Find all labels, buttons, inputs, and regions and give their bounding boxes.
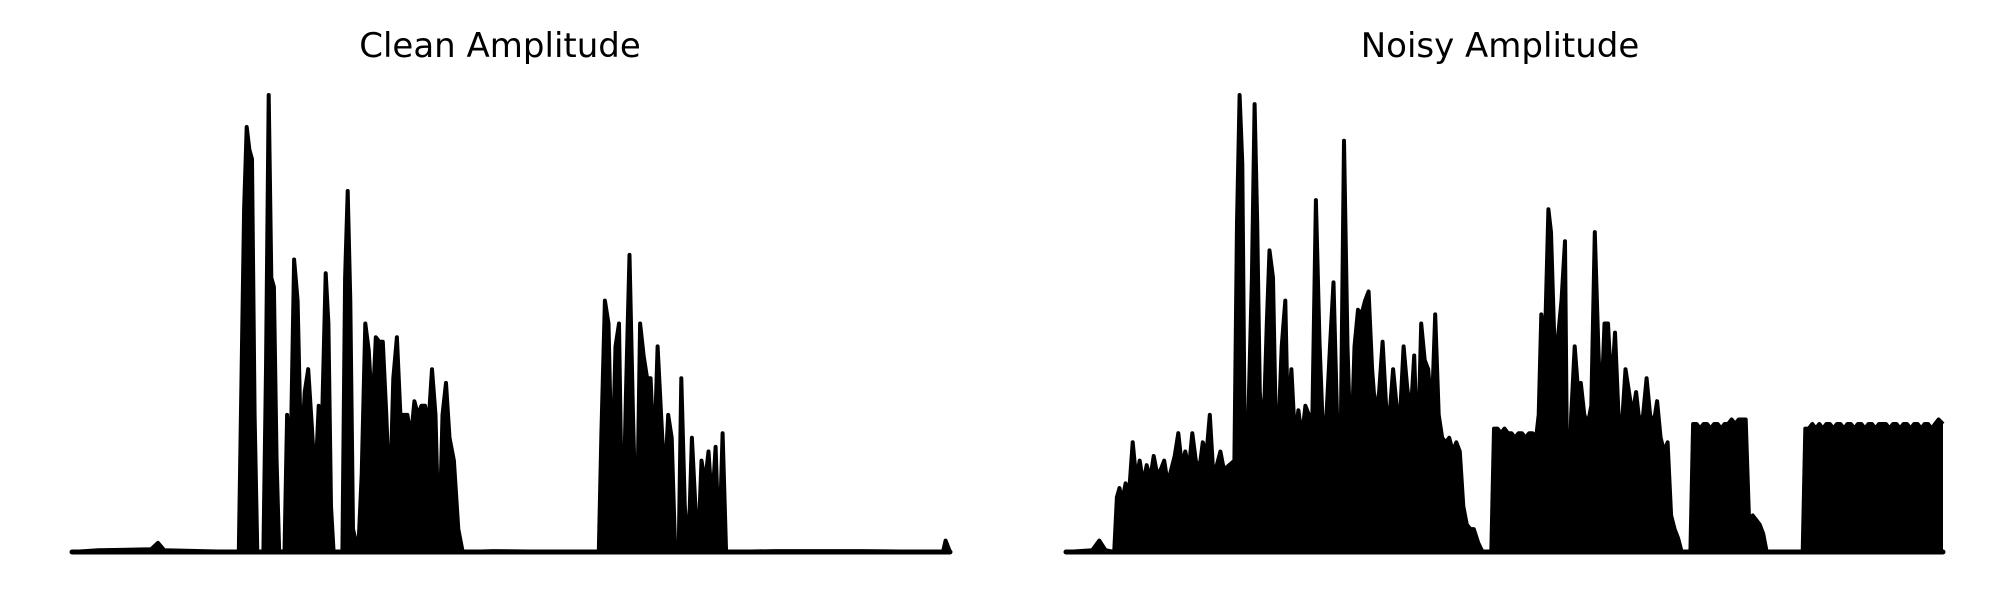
chart-title: Clean Amplitude [359, 26, 641, 66]
amplitude-fill [72, 95, 950, 552]
amplitude-line [1065, 93, 1945, 554]
noisy-amplitude-panel: Noisy Amplitude [1000, 0, 2000, 600]
amplitude-line [71, 93, 952, 554]
chart-title: Noisy Amplitude [1360, 26, 1640, 66]
amplitude-fill [1066, 95, 1943, 552]
noisy-amplitude-plot [1063, 93, 1946, 555]
clean-amplitude-panel: Clean Amplitude [69, 26, 953, 555]
clean-amplitude-plot [69, 93, 953, 555]
